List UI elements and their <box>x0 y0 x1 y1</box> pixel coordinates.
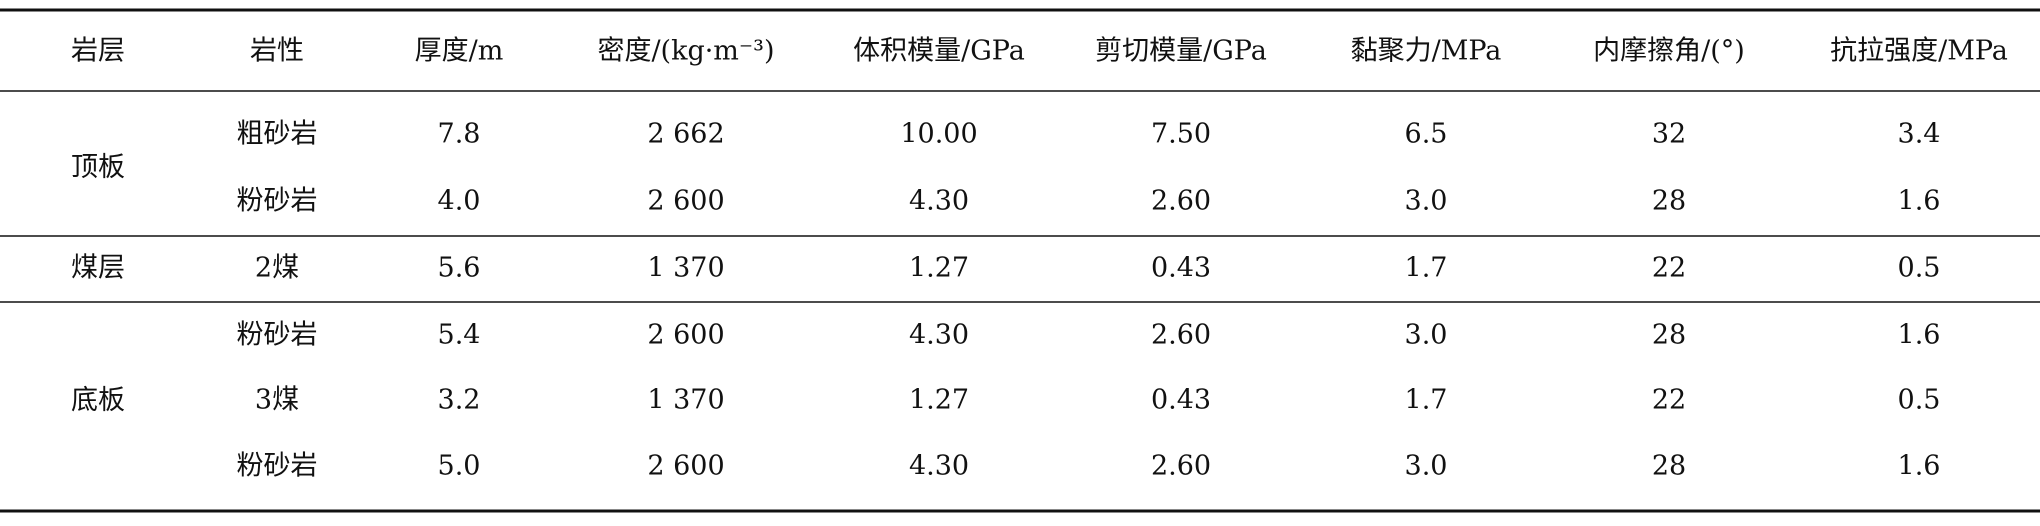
header-cell: 内摩擦角/(°) <box>1593 36 1745 67</box>
cell: 1.7 <box>1405 385 1448 416</box>
cell: 粉砂岩 <box>237 320 318 351</box>
cell: 4.0 <box>438 186 481 217</box>
cell: 28 <box>1652 186 1686 217</box>
cell: 5.4 <box>438 320 481 351</box>
cell: 4.30 <box>909 320 969 351</box>
cell: 3.4 <box>1898 119 1941 150</box>
cell: 1 370 <box>647 253 724 284</box>
cell: 粗砂岩 <box>237 119 318 150</box>
cell: 粉砂岩 <box>237 451 318 482</box>
group-cell: 顶板 <box>71 152 125 183</box>
cell: 1.27 <box>909 253 969 284</box>
cell: 2 662 <box>647 119 724 150</box>
header-cell: 厚度/m <box>415 36 504 67</box>
cell: 10.00 <box>900 119 977 150</box>
header-cell: 岩层 <box>71 36 125 67</box>
cell: 1.27 <box>909 385 969 416</box>
cell: 1.6 <box>1898 320 1941 351</box>
cell: 0.5 <box>1898 385 1941 416</box>
cell: 3.2 <box>438 385 481 416</box>
cell: 3.0 <box>1405 451 1448 482</box>
header-cell: 剪切模量/GPa <box>1095 36 1267 67</box>
header-cell: 体积模量/GPa <box>853 36 1025 67</box>
header-cell: 黏聚力/MPa <box>1351 36 1502 67</box>
cell: 32 <box>1652 119 1686 150</box>
cell: 1.6 <box>1898 451 1941 482</box>
cell: 5.6 <box>438 253 481 284</box>
cell: 4.30 <box>909 451 969 482</box>
cell: 7.8 <box>438 119 481 150</box>
cell: 2 600 <box>647 320 724 351</box>
cell: 2煤 <box>255 253 299 284</box>
cell: 4.30 <box>909 186 969 217</box>
cell: 0.5 <box>1898 253 1941 284</box>
cell: 5.0 <box>438 451 481 482</box>
cell: 1 370 <box>647 385 724 416</box>
cell: 6.5 <box>1405 119 1448 150</box>
cell: 28 <box>1652 320 1686 351</box>
cell: 0.43 <box>1151 253 1211 284</box>
cell: 28 <box>1652 451 1686 482</box>
header-cell: 抗拉强度/MPa <box>1830 36 2008 67</box>
cell: 0.43 <box>1151 385 1211 416</box>
cell: 7.50 <box>1151 119 1211 150</box>
header-cell: 岩性 <box>250 36 304 67</box>
group-cell: 底板 <box>71 385 125 416</box>
cell: 2.60 <box>1151 320 1211 351</box>
cell: 1.6 <box>1898 186 1941 217</box>
header-cell: 密度/(kg·m⁻³) <box>597 36 774 67</box>
group-cell: 煤层 <box>71 253 125 284</box>
cell: 粉砂岩 <box>237 186 318 217</box>
cell: 22 <box>1652 385 1686 416</box>
cell: 3.0 <box>1405 186 1448 217</box>
cell: 22 <box>1652 253 1686 284</box>
cell: 2 600 <box>647 451 724 482</box>
cell: 3煤 <box>255 385 299 416</box>
cell: 2.60 <box>1151 451 1211 482</box>
cell: 2 600 <box>647 186 724 217</box>
cell: 1.7 <box>1405 253 1448 284</box>
cell: 3.0 <box>1405 320 1448 351</box>
cell: 2.60 <box>1151 186 1211 217</box>
